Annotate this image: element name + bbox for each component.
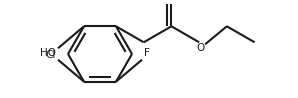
Text: HO: HO xyxy=(40,48,56,58)
Text: Cl: Cl xyxy=(46,50,56,60)
Text: F: F xyxy=(144,48,150,58)
Text: O: O xyxy=(167,0,176,1)
Text: O: O xyxy=(196,43,204,53)
